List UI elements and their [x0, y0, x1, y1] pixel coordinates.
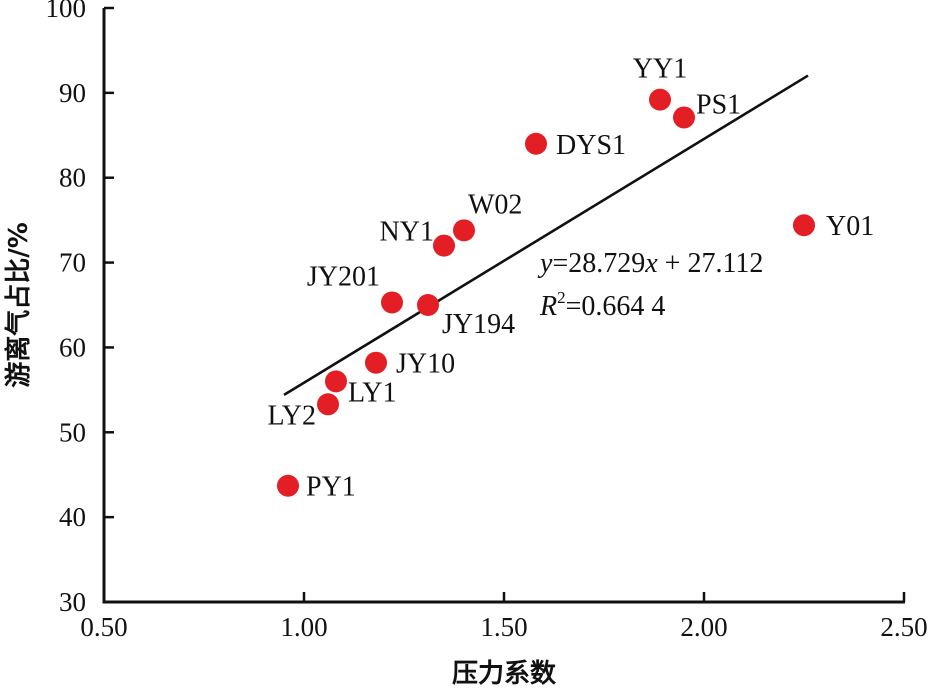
equation-x-symbol: x	[644, 248, 658, 279]
data-point	[325, 370, 347, 393]
r-squared-superscript: 2	[557, 288, 566, 307]
data-point	[673, 106, 695, 129]
trend-line	[283, 74, 809, 397]
axes	[102, 8, 905, 604]
data-point	[649, 88, 671, 111]
data-point	[317, 393, 339, 416]
y-tick-label: 100	[46, 0, 87, 23]
data-point	[417, 294, 439, 316]
point-label: YY1	[633, 54, 687, 85]
equation-y-symbol: y	[537, 248, 553, 279]
point-label: DYS1	[556, 130, 626, 161]
point-label: W02	[468, 189, 522, 220]
x-ticks: 0.50 1.00 1.50 2.00 2.50	[80, 592, 928, 642]
data-point	[453, 219, 475, 242]
point-label: NY1	[380, 217, 434, 248]
y-tick-label: 70	[59, 248, 86, 278]
point-label: PY1	[306, 472, 356, 503]
regression-equation: y=28.729x + 27.112	[537, 248, 763, 279]
r-squared-value: =0.664 4	[566, 291, 666, 322]
x-tick-label: 0.50	[80, 612, 127, 642]
y-tick-label: 80	[59, 163, 86, 193]
y-tick-label: 50	[59, 417, 86, 447]
point-label: JY10	[396, 349, 455, 380]
point-label: JY194	[442, 309, 515, 340]
data-point	[365, 351, 387, 374]
data-point	[277, 474, 299, 497]
point-label: PS1	[696, 89, 741, 120]
y-tick-label: 40	[59, 502, 86, 532]
point-label: LY1	[348, 377, 397, 408]
y-tick-label: 60	[59, 332, 86, 362]
data-point	[525, 132, 547, 155]
x-tick-label: 1.00	[280, 612, 327, 642]
y-axis-title: 游离气占比/%	[3, 222, 34, 388]
point-label: LY2	[267, 400, 316, 431]
x-tick-label: 1.50	[480, 612, 527, 642]
data-point	[793, 214, 815, 237]
equation-intercept: + 27.112	[658, 248, 764, 279]
data-points	[277, 88, 815, 497]
y-tick-label: 90	[59, 78, 86, 108]
r-symbol: R	[539, 291, 557, 322]
x-tick-label: 2.50	[880, 612, 927, 642]
x-axis-title: 压力系数	[452, 659, 557, 689]
y-ticks: 30 40 50 60 70 80 90 100	[46, 0, 114, 617]
equation-slope: =28.729	[552, 248, 645, 279]
point-label: JY201	[307, 261, 380, 292]
x-tick-label: 2.00	[680, 612, 727, 642]
r-squared: R2=0.664 4	[539, 288, 665, 322]
y-tick-label: 30	[59, 587, 86, 617]
point-label: Y01	[826, 211, 874, 242]
data-point	[381, 291, 403, 314]
data-point	[433, 234, 455, 257]
